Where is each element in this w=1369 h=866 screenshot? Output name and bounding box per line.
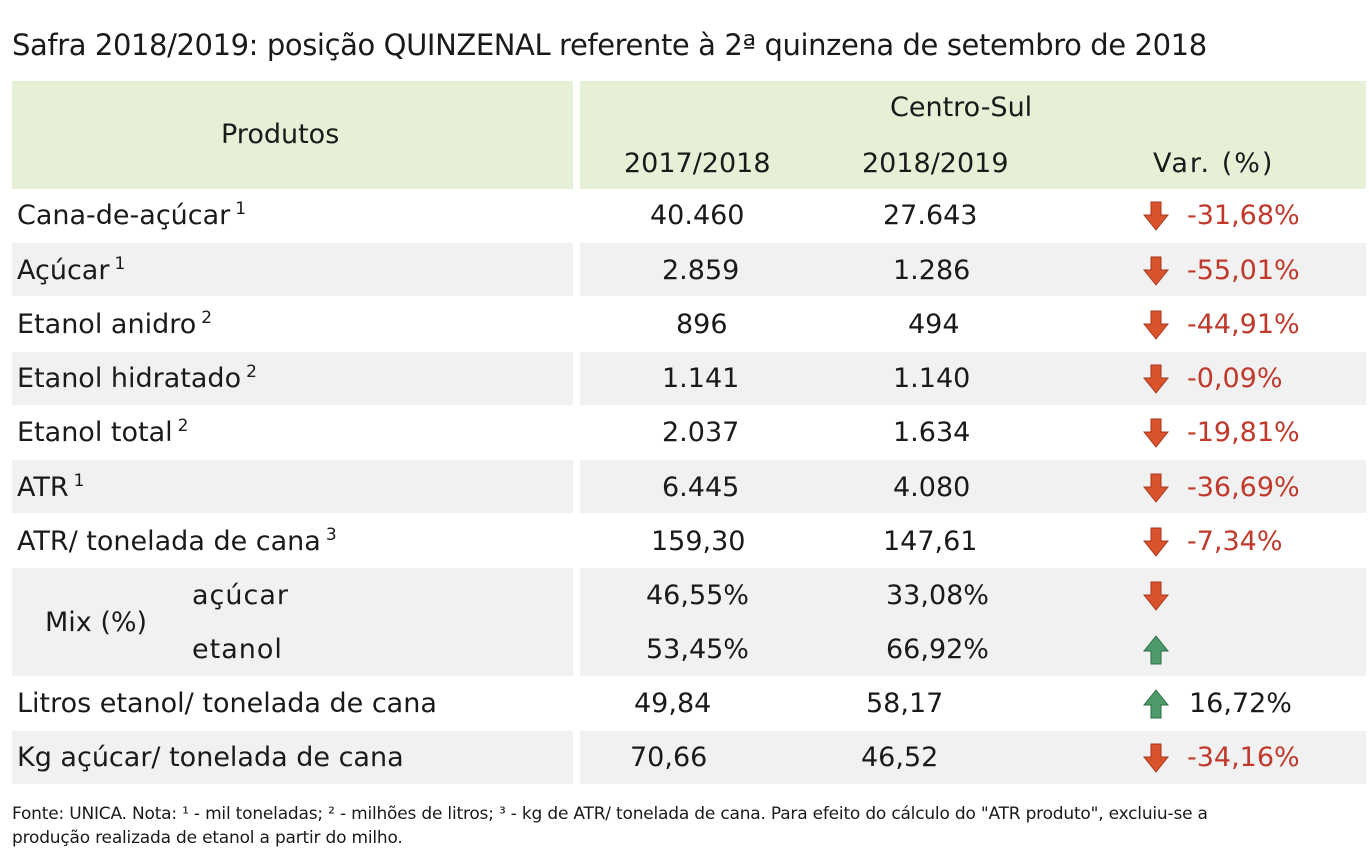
row-variation: -34,16%	[1187, 742, 1300, 773]
header-region: Centro-Sul	[890, 92, 1033, 123]
row-variation: -31,68%	[1187, 200, 1300, 231]
row-label-litros-etanol: Litros etanol/ tonelada de cana	[17, 688, 437, 719]
row-value-2018: 1.634	[893, 417, 971, 448]
down-arrow-icon	[1143, 364, 1169, 394]
up-arrow-icon	[1143, 635, 1169, 665]
row-value-2018: 46,52	[861, 742, 939, 773]
row-variation: -0,09%	[1187, 363, 1283, 394]
mix-acucar-value-2017: 46,55%	[646, 580, 749, 611]
row-value-2018: 58,17	[866, 688, 944, 719]
row-value-2017: 70,66	[630, 742, 708, 773]
down-arrow-icon	[1143, 256, 1169, 286]
row-variation: 16,72%	[1189, 688, 1292, 719]
row-band	[580, 568, 1366, 676]
header-produtos-cell	[12, 81, 573, 189]
row-band	[12, 568, 573, 676]
header-col-2017-2018: 2017/2018	[624, 148, 771, 179]
row-value-2017: 159,30	[651, 526, 746, 557]
row-band	[12, 352, 573, 405]
row-variation: -7,34%	[1187, 526, 1283, 557]
row-label-kg-acucar: Kg açúcar/ tonelada de cana	[17, 742, 404, 773]
mix-acucar-value-2018: 33,08%	[886, 580, 989, 611]
mix-acucar-label: açúcar	[192, 580, 289, 611]
down-arrow-icon	[1143, 201, 1169, 231]
header-produtos: Produtos	[221, 119, 340, 150]
down-arrow-icon	[1143, 527, 1169, 557]
footnote-line: produção realizada de etanol a partir do…	[12, 828, 403, 848]
row-value-2017: 896	[676, 309, 728, 340]
row-variation: -55,01%	[1187, 255, 1300, 286]
down-arrow-icon	[1143, 418, 1169, 448]
row-band	[12, 731, 573, 784]
down-arrow-icon	[1143, 310, 1169, 340]
row-value-2018: 1.140	[893, 363, 971, 394]
row-label-atr-tonelada: ATR/ tonelada de cana 3	[17, 525, 337, 557]
row-band	[580, 460, 1366, 513]
row-label-etanol-anidro: Etanol anidro 2	[17, 308, 213, 340]
header-col-var: Var. (%)	[1153, 148, 1275, 179]
header-region-cell	[580, 81, 1366, 189]
row-value-2017: 6.445	[662, 472, 740, 503]
footnote-line: Fonte: UNICA. Nota: ¹ - mil toneladas; ²…	[12, 804, 1208, 824]
down-arrow-icon	[1143, 743, 1169, 773]
row-band	[12, 243, 573, 296]
row-value-2018: 147,61	[883, 526, 978, 557]
row-value-2017: 2.037	[662, 417, 740, 448]
mix-etanol-value-2017: 53,45%	[646, 634, 749, 665]
row-value-2017: 40.460	[650, 200, 745, 231]
row-value-2017: 1.141	[662, 363, 740, 394]
row-band	[12, 460, 573, 513]
mix-etanol-value-2018: 66,92%	[886, 634, 989, 665]
row-band	[580, 352, 1366, 405]
up-arrow-icon	[1143, 689, 1169, 719]
mix-label: Mix (%)	[45, 607, 148, 638]
row-value-2018: 27.643	[883, 200, 978, 231]
page-title: Safra 2018/2019: posição QUINZENAL refer…	[12, 28, 1207, 62]
row-value-2017: 49,84	[634, 688, 712, 719]
row-label-cana: Cana-de-açúcar 1	[17, 199, 247, 231]
row-value-2018: 494	[908, 309, 960, 340]
row-variation: -19,81%	[1187, 417, 1300, 448]
row-band	[580, 243, 1366, 296]
header-col-2018-2019: 2018/2019	[862, 148, 1009, 179]
row-value-2018: 1.286	[893, 255, 971, 286]
row-label-acucar: Açúcar 1	[17, 254, 126, 286]
mix-etanol-label: etanol	[192, 634, 283, 665]
down-arrow-icon	[1143, 581, 1169, 611]
row-band	[580, 731, 1366, 784]
row-value-2017: 2.859	[662, 255, 740, 286]
row-label-etanol-hidratado: Etanol hidratado 2	[17, 362, 257, 394]
row-variation: -44,91%	[1187, 309, 1300, 340]
row-label-atr: ATR 1	[17, 471, 85, 503]
row-label-etanol-total: Etanol total 2	[17, 416, 189, 448]
source-footnote: Fonte: UNICA. Nota: ¹ - mil toneladas; ²…	[12, 802, 1352, 850]
row-variation: -36,69%	[1187, 472, 1300, 503]
row-value-2018: 4.080	[893, 472, 971, 503]
down-arrow-icon	[1143, 473, 1169, 503]
